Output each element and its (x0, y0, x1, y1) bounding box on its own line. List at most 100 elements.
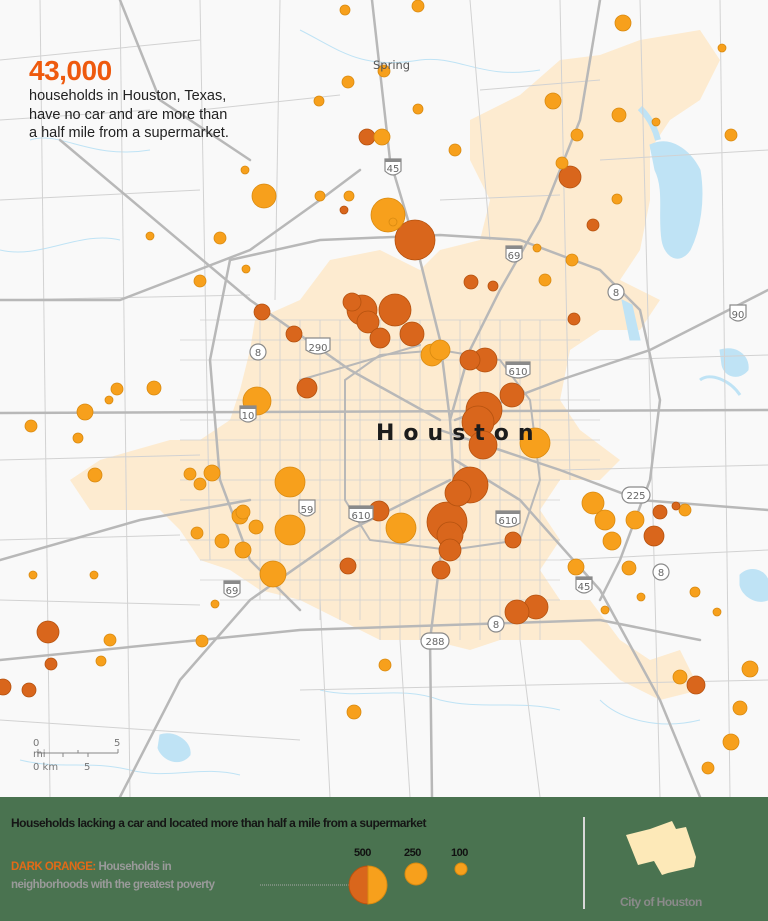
highway-shield-state-8: 8 (652, 563, 670, 581)
household-dot-light (95, 655, 107, 667)
household-dot-dark (671, 501, 681, 511)
city-label-houston: Houston (376, 421, 543, 446)
highway-shield-state-8: 8 (487, 615, 505, 633)
svg-text:610: 610 (498, 516, 517, 527)
svg-text:10: 10 (242, 411, 255, 422)
household-dot-light (672, 669, 688, 685)
household-dot-dark (339, 557, 357, 575)
household-dot-light (651, 117, 661, 127)
household-dot-light (565, 253, 579, 267)
household-dot-dark (21, 682, 37, 698)
household-dot-light (240, 165, 250, 175)
household-dot-dark (438, 538, 462, 562)
household-dot-dark (643, 525, 665, 547)
household-dot-dark (339, 205, 349, 215)
household-dot-light (378, 658, 392, 672)
household-dot-light (594, 509, 616, 531)
scale-km-start: 0 km (33, 762, 59, 773)
water-features (0, 29, 768, 776)
svg-text:8: 8 (255, 348, 261, 359)
highway-shield-interstate-610: 610 (505, 361, 531, 379)
highway-shield-interstate-610: 610 (348, 505, 374, 523)
household-dot-light (28, 570, 38, 580)
highway-shield-interstate-45: 45 (384, 158, 402, 176)
household-dot-light (203, 464, 221, 482)
household-dot-light (370, 197, 406, 233)
household-dot-light (448, 143, 462, 157)
household-dot-dark (686, 675, 706, 695)
household-dot-light (103, 633, 117, 647)
household-dot-light (110, 382, 124, 396)
legend-size-500: 500 (354, 847, 371, 859)
svg-text:8: 8 (493, 620, 499, 631)
household-dot-dark (558, 165, 582, 189)
household-dot-light (72, 432, 84, 444)
household-dot-light (377, 64, 391, 78)
household-dot-light (234, 541, 252, 559)
household-dot-light (567, 558, 585, 576)
highway-shield-state-288: 288 (420, 632, 450, 650)
household-dot-light (388, 217, 398, 227)
household-dot-light (313, 95, 325, 107)
headline-number: 43,000 (29, 55, 112, 86)
household-dot-light (570, 128, 584, 142)
household-dot-light (343, 190, 355, 202)
household-dot-light (214, 533, 230, 549)
legend-dark-orange-desc-1: Households in (98, 861, 172, 873)
legend-panel: Households lacking a car and located mor… (0, 797, 768, 921)
household-dot-light (385, 512, 417, 544)
legend-250-circle (404, 862, 428, 886)
household-dot-light (146, 380, 162, 396)
household-dot-dark (431, 560, 451, 580)
household-dot-light (248, 519, 264, 535)
svg-text:290: 290 (308, 343, 327, 354)
household-dot-dark (36, 620, 60, 644)
household-dot-light (241, 264, 251, 274)
highway-shield-us-59: 59 (298, 499, 316, 517)
legend-dark-orange-note: DARK ORANGE: Households in neighborhoods… (11, 858, 215, 894)
city-streets (180, 319, 600, 640)
svg-text:45: 45 (578, 582, 591, 593)
household-dot-light (412, 103, 424, 115)
highway-shield-interstate-10: 10 (239, 405, 257, 423)
highway-shield-interstate-69: 69 (223, 580, 241, 598)
map-canvas[interactable]: 45 69 8 90 8 290 10 610 59 610 610 225 8 45 69 8 288 (0, 0, 768, 797)
household-dot-dark (394, 219, 436, 261)
household-dot-light (339, 4, 351, 16)
svg-text:225: 225 (626, 491, 645, 502)
highway-shield-us-90: 90 (729, 304, 747, 322)
household-dot-light (104, 395, 114, 405)
household-dot-light (195, 634, 209, 648)
household-dot-dark (358, 128, 376, 146)
household-dot-dark (342, 292, 362, 312)
household-dot-light (701, 761, 715, 775)
household-dot-light (341, 75, 355, 89)
household-dot-light (678, 503, 692, 517)
household-dot-dark (0, 678, 12, 696)
household-dot-light (190, 526, 204, 540)
household-dot-dark (285, 325, 303, 343)
household-dot-dark (586, 218, 600, 232)
legend-dark-orange-label: DARK ORANGE: (11, 861, 96, 873)
svg-text:59: 59 (301, 505, 314, 516)
household-dot-dark (468, 430, 498, 460)
legend-500-dark-half (348, 865, 369, 905)
legend-size-circles (260, 862, 468, 905)
highway-shields: 45 69 8 90 8 290 10 610 59 610 610 225 8 45 69 8 288 (223, 158, 747, 650)
household-dot-dark (504, 531, 522, 549)
svg-text:288: 288 (425, 637, 444, 648)
household-dot-light (600, 605, 610, 615)
household-dot-light (614, 14, 632, 32)
household-dot-light (519, 427, 551, 459)
highway-shield-interstate-610: 610 (495, 510, 521, 528)
household-dot-light (87, 467, 103, 483)
household-dot-light (611, 107, 627, 123)
household-dot-dark (504, 599, 530, 625)
headline-text: households in Houston, Texas, have no ca… (29, 88, 229, 141)
legend-500-light-half (367, 865, 388, 905)
city-outline-icon (626, 821, 696, 875)
household-dot-light (611, 193, 623, 205)
household-dot-light (621, 560, 637, 576)
household-dot-dark (459, 349, 481, 371)
highway-shield-state-8: 8 (249, 343, 267, 361)
